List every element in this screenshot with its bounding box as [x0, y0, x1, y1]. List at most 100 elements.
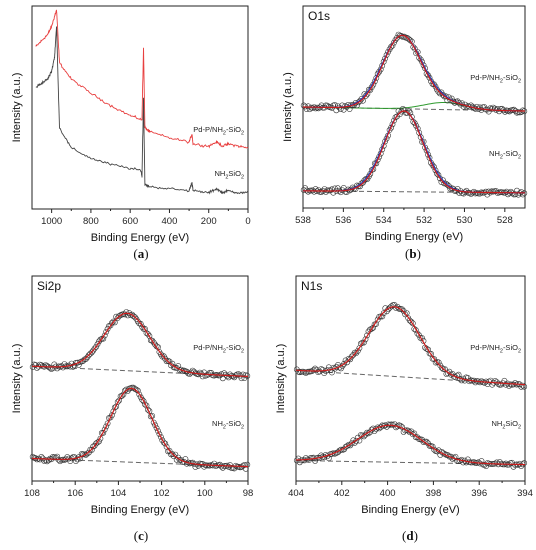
panel-c-data-point — [98, 335, 105, 342]
panel-b-data-point — [312, 105, 319, 112]
panel-b-data-point — [392, 114, 399, 121]
panel-b-data-point — [358, 96, 365, 102]
panel-b-data-point — [416, 129, 423, 136]
panel-b-data-point — [463, 187, 470, 194]
panel-c-panel-title: Si2p — [37, 279, 61, 293]
panel-b-data-point — [382, 55, 388, 62]
panel-c-data-point — [54, 365, 61, 372]
panel-b-data-point — [493, 188, 499, 194]
panel-b-panel-title: O1s — [308, 9, 330, 23]
panel-c-data-point — [83, 451, 89, 458]
panel-d-data-point — [422, 438, 428, 445]
panel-c-data-point — [192, 464, 199, 470]
panel-d-data-point — [409, 431, 416, 438]
panel-c-data-point — [183, 368, 190, 375]
panel-d-data-point — [493, 459, 500, 466]
panel-b-data-point — [389, 121, 396, 128]
panel-d-data-point — [356, 345, 363, 351]
panel-a: 1000 800 600 400 200 0 Binding Energy (eV) Inte… — [11, 5, 251, 261]
panel-c-data-point — [152, 422, 158, 428]
panel-d-data-point — [370, 324, 376, 331]
panel-b-x-tick-label: 532 — [416, 215, 432, 226]
panel-c-data-point — [143, 402, 150, 409]
panel-c-data-point — [77, 455, 84, 462]
panel-c-data-point — [47, 365, 53, 371]
panel-c-data-point — [109, 412, 115, 419]
panel-b-x-tick-label: 528 — [497, 215, 513, 226]
panel-d-data-point — [487, 377, 494, 384]
panel-a-x-tick-label: 0 — [245, 216, 250, 227]
panel-d-data-point — [414, 434, 421, 441]
panel-c-data-point — [29, 453, 36, 460]
panel-b-data-point — [444, 181, 451, 188]
panel-c-data-point — [34, 456, 40, 463]
panel-b-data-point — [512, 191, 519, 198]
panel-d-x-tick-label: 402 — [334, 488, 350, 499]
panel-c-data-point — [225, 463, 232, 470]
panel-b-x-tick-label: 534 — [376, 215, 392, 226]
panel-b-data-point — [478, 107, 485, 113]
panel-c-data-point — [155, 428, 161, 434]
panel-c-x-tick-label: 106 — [67, 488, 83, 499]
panel-b-peak-1-fit — [303, 34, 525, 112]
panel-c-data-point — [38, 362, 45, 368]
panel-a-series-1-line — [35, 9, 249, 149]
panel-d-data-point — [347, 356, 354, 363]
panel-c-data-point — [109, 319, 115, 326]
panel-b-data-point — [330, 189, 337, 196]
panel-c-data-point — [41, 457, 48, 464]
panel-a-x-axis-label: Binding Energy (eV) — [91, 232, 189, 244]
panel-b-data-point — [432, 167, 439, 174]
panel-c-data-point — [139, 396, 146, 403]
panel-b-data-point — [305, 188, 312, 195]
panel-d-data-point — [438, 364, 445, 371]
panel-b-data-point — [391, 39, 397, 46]
panel-c-data-point — [91, 345, 98, 352]
panel-c-data-point — [101, 332, 108, 339]
panel-d-data-point — [400, 307, 407, 314]
panel-c-data-point — [116, 397, 122, 404]
panel-c-data-point — [61, 457, 68, 463]
panel-d-data-point — [492, 377, 499, 384]
panel-d-peak-2-baseline — [295, 460, 526, 466]
panel-c-data-point — [173, 364, 180, 371]
panel-c-data-point — [218, 371, 225, 378]
panel-d-x-tick-label: 394 — [517, 488, 533, 499]
panel-c-data-point — [225, 374, 232, 381]
panel-d-data-point — [406, 429, 413, 436]
panel-c-data-point — [162, 440, 169, 447]
panel-d-data-point — [364, 332, 370, 339]
panel-d-data-point — [425, 346, 431, 353]
panel-b-y-axis-label: Intensity (a.u.) — [282, 72, 294, 142]
panel-d-data-point — [359, 339, 366, 346]
panel-d-y-axis-label: Intensity (a.u.) — [275, 344, 287, 414]
panel-b-data-point — [388, 43, 394, 50]
panel-b-data-point — [460, 103, 467, 110]
panel-a-x-tick-label: 800 — [83, 216, 99, 227]
panel-b-data-point — [391, 117, 397, 124]
panel-c-data-point — [199, 460, 206, 467]
panel-c-x-tick-label: 108 — [24, 488, 40, 499]
panel-b: 538 536 534 532 530 528 Binding Energy (eV) Int… — [282, 5, 528, 261]
panel-c-peak-2-label: NH2-SiO2 — [212, 419, 244, 431]
panel-b-data-point — [499, 105, 505, 112]
panel-c-x-tick-label: 104 — [110, 488, 126, 499]
panel-c-data-point — [42, 457, 49, 464]
panel-d-peak-1-baseline — [295, 369, 526, 386]
panel-d-data-point — [415, 332, 422, 338]
panel-a-plot-frame — [31, 5, 249, 210]
panel-c-data-point — [84, 450, 91, 457]
panel-b-data-point — [334, 103, 341, 109]
panel-d-data-point — [354, 348, 361, 354]
panel-a-series-2-line — [35, 26, 249, 195]
panel-d-data-point — [397, 422, 404, 429]
panel-b-data-point — [413, 122, 420, 129]
panel-d-data-point — [362, 431, 369, 438]
panel-c-data-point — [100, 429, 107, 436]
panel-b-data-point — [472, 190, 479, 197]
panel-d-data-point — [412, 327, 419, 333]
panel-d-data-point — [448, 371, 454, 378]
panel-b-data-point — [439, 92, 446, 98]
panel-d-caption: (d) — [402, 528, 418, 543]
